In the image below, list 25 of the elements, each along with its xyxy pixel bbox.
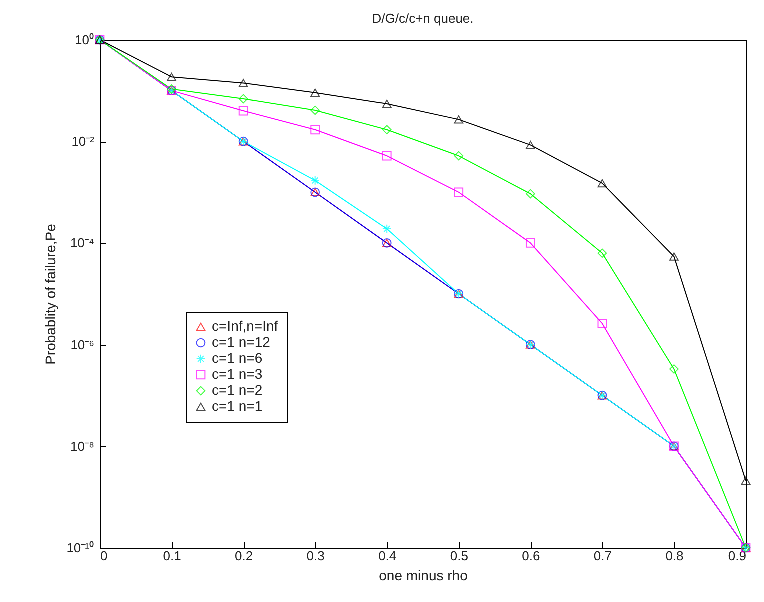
- y-tick-label: 10⁻²: [72, 134, 96, 150]
- legend-label: c=1 n=6: [212, 350, 263, 366]
- x-tick-label: 0.5: [450, 548, 468, 564]
- legend-label: c=1 n=12: [212, 334, 271, 350]
- x-tick-label: 0: [100, 548, 108, 564]
- x-tick-label: 0.7: [594, 548, 612, 564]
- y-tick-label: 10⁻⁴: [70, 236, 94, 251]
- y-axis-title: Probablity of failure,Pe: [42, 224, 59, 365]
- y-tick-label: 10⁻⁸: [70, 438, 94, 454]
- y-tick-label: 10⁻⁶: [70, 337, 94, 352]
- legend-label: c=1 n=2: [212, 382, 263, 398]
- x-tick-label: 0.2: [235, 548, 254, 564]
- chart-title: D/G/c/c+n queue.: [372, 10, 474, 26]
- x-axis-title: one minus rho: [379, 568, 468, 584]
- legend-label: c=1 n=1: [212, 398, 263, 414]
- x-tick-label: 0.4: [378, 548, 397, 564]
- x-tick-label: 0.6: [522, 548, 540, 564]
- x-tick-label: 0.8: [666, 548, 684, 564]
- legend-label: c=1 n=3: [212, 366, 263, 382]
- y-tick-label: 10⁰: [75, 32, 94, 48]
- x-tick-label: 0.9: [728, 548, 746, 564]
- legend-label: c=Inf,n=Inf: [212, 318, 278, 334]
- y-tick-label: 10⁻¹⁰: [66, 540, 94, 556]
- x-tick-label: 0.1: [163, 548, 182, 564]
- x-tick-label: 0.3: [306, 548, 325, 564]
